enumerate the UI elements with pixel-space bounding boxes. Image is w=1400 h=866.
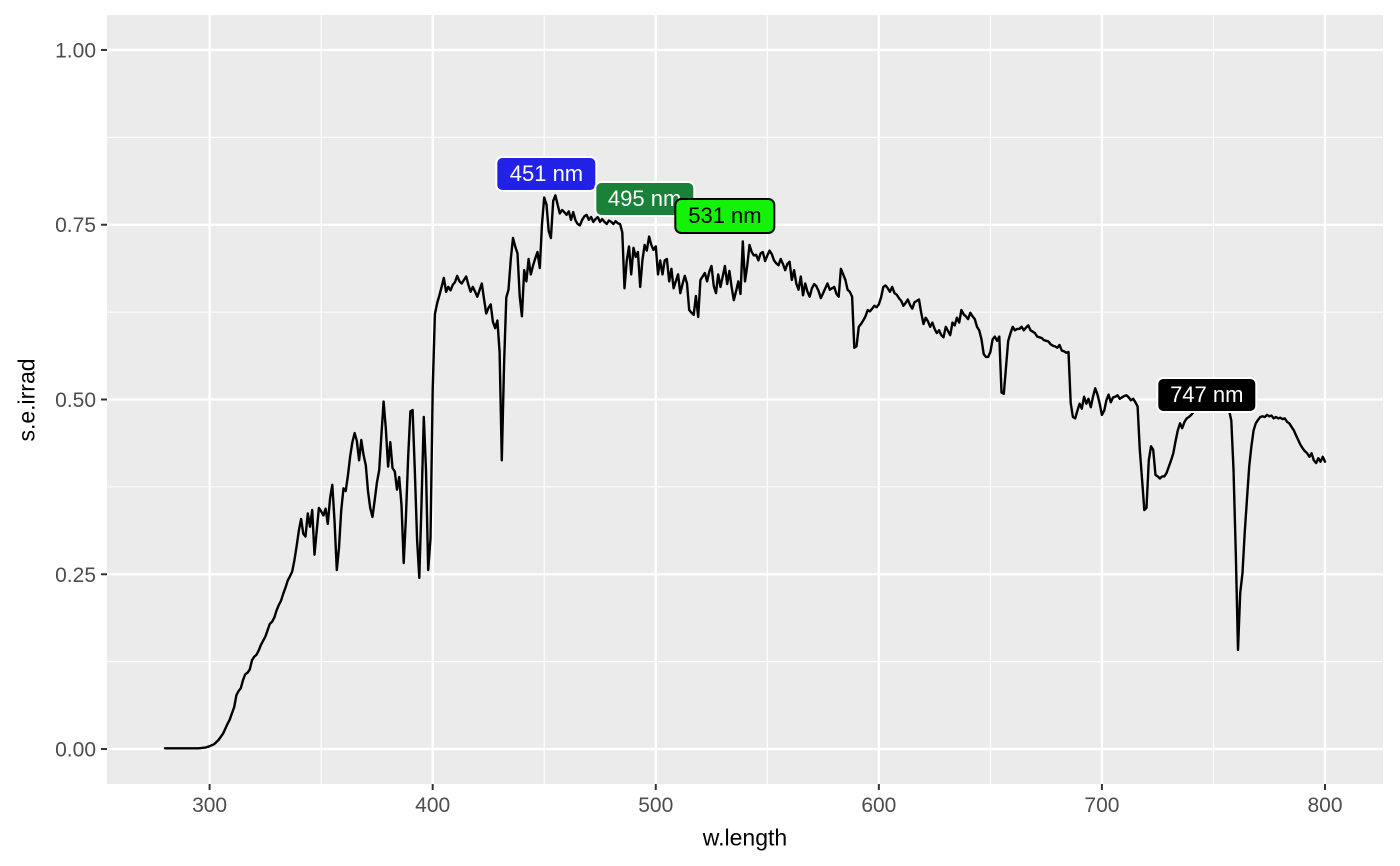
y-tick-label: 1.00 [55, 39, 96, 62]
peak-label-531nm: 531 nm [674, 198, 776, 235]
y-tick-label: 0.25 [55, 564, 96, 587]
x-tick-label: 800 [1307, 794, 1342, 817]
y-tick-label: 0.75 [55, 214, 96, 237]
x-axis-title: w.length [702, 824, 788, 851]
peak-label-451nm: 451 nm [495, 156, 598, 193]
x-tick-label: 600 [861, 794, 896, 817]
peak-label-747nm: 747 nm [1156, 377, 1258, 414]
x-tick-label: 400 [415, 794, 450, 817]
y-axis-title: s.e.irrad [13, 358, 40, 442]
spectrum-line [163, 194, 1327, 750]
x-tick-label: 300 [192, 794, 227, 817]
y-tick-label: 0.50 [55, 389, 96, 412]
x-tick-label: 500 [638, 794, 673, 817]
y-tick-label: 0.00 [55, 739, 96, 762]
x-tick-label: 700 [1084, 794, 1119, 817]
